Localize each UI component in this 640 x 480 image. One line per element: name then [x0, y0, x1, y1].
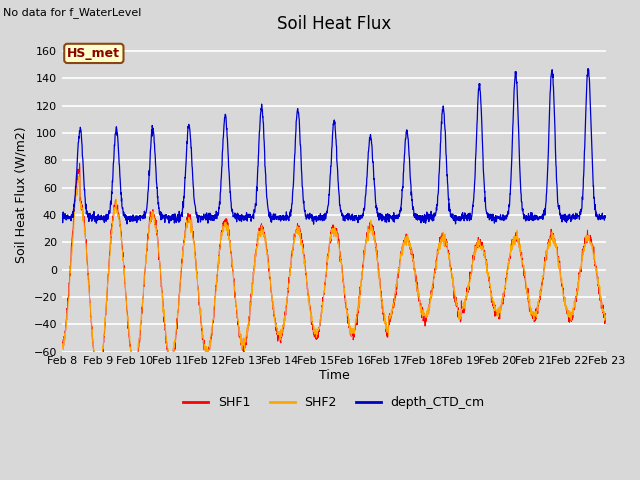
Y-axis label: Soil Heat Flux (W/m2): Soil Heat Flux (W/m2): [15, 126, 28, 263]
Title: Soil Heat Flux: Soil Heat Flux: [277, 15, 391, 33]
Text: No data for f_WaterLevel: No data for f_WaterLevel: [3, 7, 141, 18]
Legend: SHF1, SHF2, depth_CTD_cm: SHF1, SHF2, depth_CTD_cm: [179, 391, 490, 414]
X-axis label: Time: Time: [319, 369, 349, 382]
Text: HS_met: HS_met: [67, 47, 120, 60]
